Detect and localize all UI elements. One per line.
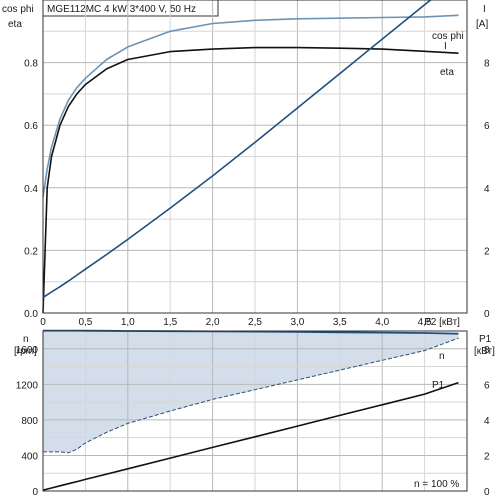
top-x-tick-label: 2,0: [206, 317, 220, 328]
top-plot-ticks: 0.0 0.2 0.4 0.6 0.8 0 2 4 6 8 0 0,5 1,0 1,5 2,0 2,5 3,0 3…: [24, 59, 490, 328]
bottom-plot-grid: [43, 331, 467, 491]
bottom-y-left-tick-label: 0: [32, 487, 38, 498]
chart-title: MGE112MC 4 kW 3*400 V, 50 Hz: [47, 4, 196, 15]
top-x-axis-label: P2 [кВт]: [424, 317, 460, 328]
top-right-axis-label-i: I: [483, 4, 486, 15]
speed-note: n = 100 %: [414, 479, 459, 490]
top-y-right-tick-label: 2: [484, 246, 490, 257]
top-y-right-tick-label: 0: [484, 309, 490, 320]
bottom-plot-ticks: 0 400 800 1200 1600 0 2 4 6 8: [16, 345, 490, 498]
series-line-p1: [42, 381, 459, 491]
cosphi-curve-label: cos phi: [432, 31, 464, 42]
top-y-left-tick-label: 0.2: [24, 246, 38, 257]
speed-curve-label: n: [439, 351, 445, 362]
bottom-y-right-tick-label: 8: [484, 345, 490, 356]
series-line-i: [42, 0, 432, 299]
bottom-y-right-tick-label: 0: [484, 487, 490, 498]
bottom-y-right-tick-label: 6: [484, 380, 490, 391]
top-x-tick-label: 4,5: [418, 317, 432, 328]
top-x-tick-label: 1,0: [121, 317, 135, 328]
top-x-tick-label: 0,5: [78, 317, 92, 328]
bottom-left-axis-label-n: n: [23, 334, 29, 345]
top-y-left-tick-label: 0.4: [24, 184, 38, 195]
top-x-tick-label: 2,5: [248, 317, 262, 328]
speed-range-area: [43, 330, 459, 453]
bottom-y-left-tick-label: 1200: [16, 380, 39, 391]
bottom-y-left-tick-label: 1600: [16, 345, 39, 356]
bottom-y-right-tick-label: 4: [484, 416, 490, 427]
series-line-cos-phi: [42, 14, 459, 198]
top-plot-frame: [42, 0, 468, 314]
top-right-axis-label-unit: [A]: [476, 19, 488, 30]
series-line-speed-min: [43, 337, 459, 454]
series-line-eta: [42, 46, 459, 314]
bottom-right-axis-label-p1: P1: [479, 334, 492, 345]
top-y-left-tick-label: 0.8: [24, 59, 38, 70]
top-y-right-tick-label: 8: [484, 59, 490, 70]
top-y-left-tick-label: 0.0: [24, 309, 38, 320]
top-x-tick-label: 4,0: [375, 317, 389, 328]
top-y-right-tick-label: 6: [484, 121, 490, 132]
bottom-y-right-tick-label: 2: [484, 451, 490, 462]
p1-curve-label: P1: [432, 380, 445, 391]
top-left-axis-label-cosphi: cos phi: [2, 4, 34, 15]
top-x-tick-label: 1,5: [163, 317, 177, 328]
bottom-right-axis-label-unit: [кВт]: [474, 346, 495, 357]
top-y-right-tick-label: 4: [484, 184, 490, 195]
bottom-y-left-tick-label: 800: [21, 416, 38, 427]
bottom-plot-frame: [42, 330, 468, 492]
top-plot-series: cos phi eta I: [42, 0, 464, 314]
top-x-tick-label: 3,0: [290, 317, 304, 328]
eta-curve-label: eta: [440, 67, 454, 78]
top-x-tick-label: 0: [40, 317, 46, 328]
bottom-y-left-tick-label: 400: [21, 451, 38, 462]
current-curve-label: I: [444, 41, 447, 52]
bottom-plot-speed-range: [43, 330, 459, 453]
top-y-left-tick-label: 0.6: [24, 121, 38, 132]
top-left-axis-label-eta: eta: [8, 19, 22, 30]
bottom-left-axis-label-unit: [rpm]: [14, 346, 37, 357]
top-x-tick-label: 3,5: [333, 317, 347, 328]
